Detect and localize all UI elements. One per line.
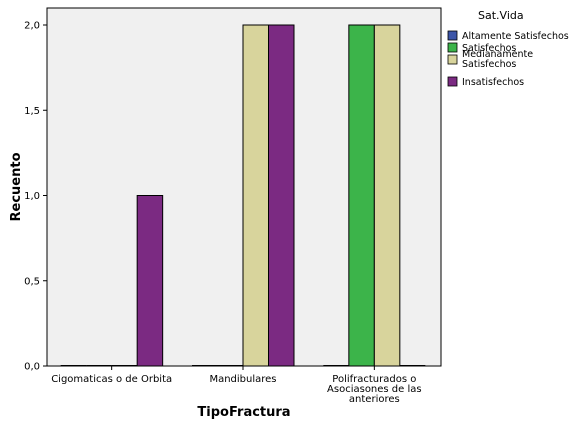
bar bbox=[242, 24, 269, 367]
y-tick-label: 2,0 bbox=[24, 21, 40, 32]
x-tick-label: Polifracturados o Asociasones de las anter… bbox=[327, 374, 422, 405]
x-tick-label-line: Polifracturados o bbox=[332, 374, 416, 385]
legend-label-line: Satisfechos bbox=[462, 59, 516, 70]
x-tick-label-line: anteriores bbox=[349, 394, 400, 405]
legend-label: Insatisfechos bbox=[462, 77, 524, 88]
x-tick-label: Cigomaticas o de Orbita bbox=[51, 374, 172, 385]
bar bbox=[136, 195, 164, 367]
bar bbox=[268, 24, 295, 367]
legend-title: Sat.Vida bbox=[478, 9, 524, 22]
legend-label: Satisfechos bbox=[462, 43, 516, 54]
x-tick-label-line: Asociasones de las bbox=[327, 384, 422, 395]
legend-swatch bbox=[447, 54, 458, 65]
legend-label: Medianamente Satisfechos bbox=[462, 49, 533, 70]
y-tick-label: 0,5 bbox=[24, 276, 40, 287]
legend-swatch bbox=[447, 76, 458, 87]
y-tick-label: 1,5 bbox=[24, 106, 40, 117]
legend-swatch bbox=[447, 42, 458, 53]
x-tick-label: Mandibulares bbox=[209, 374, 276, 385]
legend-label: Altamente Satisfechos bbox=[462, 31, 569, 42]
bar bbox=[348, 24, 375, 367]
y-tick-label: 0,0 bbox=[24, 362, 40, 373]
legend: Sat.Vida Altamente SatisfechosSatisfecho… bbox=[447, 9, 569, 88]
legend-swatch bbox=[447, 30, 458, 41]
bar bbox=[373, 24, 401, 367]
x-axis-title: TipoFractura bbox=[197, 405, 290, 420]
x-tick-label-line: Mandibulares bbox=[209, 374, 276, 385]
legend-label-line: Insatisfechos bbox=[462, 77, 524, 88]
legend-label-line: Altamente Satisfechos bbox=[462, 31, 569, 42]
legend-label-line: Medianamente bbox=[462, 49, 533, 60]
x-tick-label-line: Cigomaticas o de Orbita bbox=[51, 374, 172, 385]
y-axis-title: Recuento bbox=[9, 152, 24, 221]
y-tick-label: 1,0 bbox=[24, 191, 40, 202]
legend-label-line: Satisfechos bbox=[462, 43, 516, 54]
